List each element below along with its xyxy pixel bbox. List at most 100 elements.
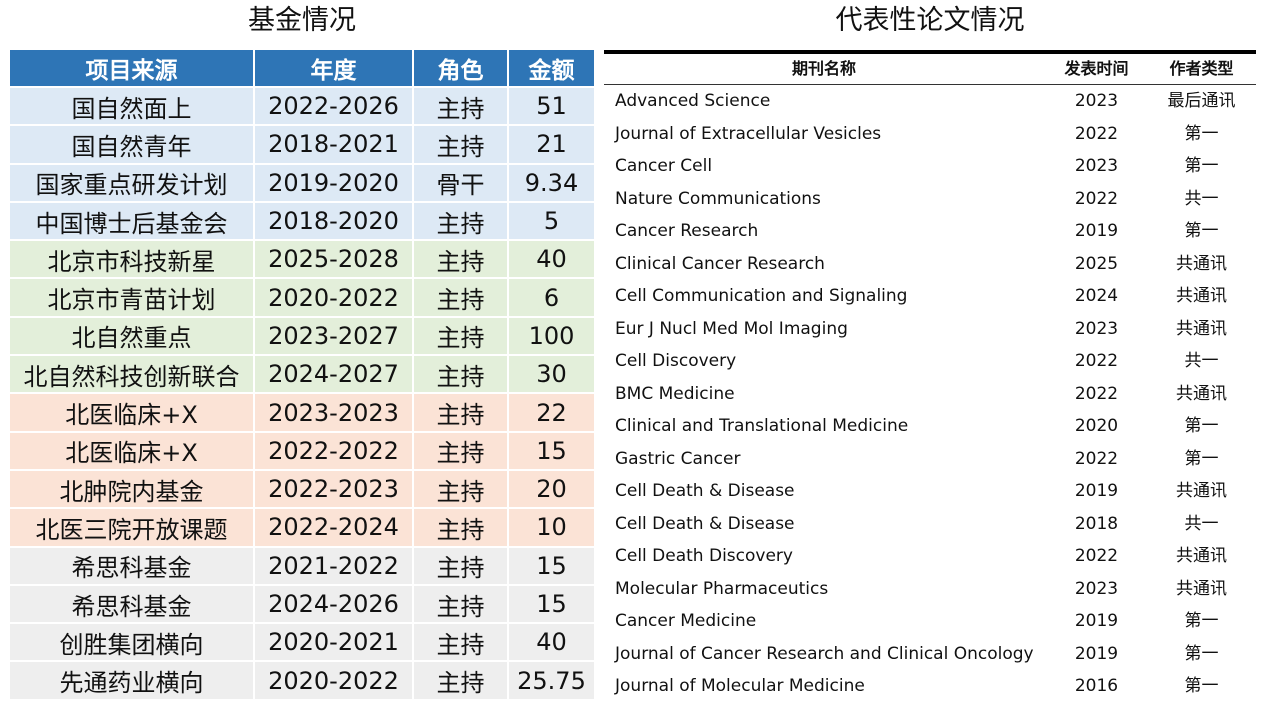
funding-row: 国自然面上 2022-2026 主持 51 — [10, 88, 594, 125]
funding-period-cell: 2022-2026 — [255, 88, 412, 125]
funding-header-row: 项目来源 年度 角色 金额 — [10, 50, 594, 86]
papers-title: 代表性论文情况 — [835, 5, 1025, 36]
funding-role-cell: 主持 — [414, 509, 507, 546]
header-year: 发表时间 — [1064, 59, 1129, 78]
paper-journal: Journal of Cancer Research and Clinical … — [615, 643, 1034, 664]
paper-author-type: 共通讯 — [1176, 546, 1227, 566]
paper-author-type: 共通讯 — [1176, 318, 1227, 339]
funding-row: 希思科基金 2021-2022 主持 15 — [10, 547, 594, 584]
funding-source-cell: 国家重点研发计划 — [10, 164, 253, 201]
funding-period-cell: 2019-2020 — [255, 164, 412, 201]
paper-row: Cell Communication and Signaling 2024 共通讯 — [604, 280, 1256, 313]
funding-period-cell: 2023-2027 — [255, 317, 412, 355]
paper-row: Eur J Nucl Med Mol Imaging 2023 共通讯 — [604, 313, 1256, 346]
funding-title: 基金情况 — [248, 5, 356, 36]
funding-amount-cell: 30 — [509, 356, 594, 393]
paper-year: 2022 — [1074, 188, 1119, 209]
funding-period-cell: 2020-2021 — [255, 624, 412, 661]
funding-period-cell: 2020-2022 — [255, 279, 412, 316]
paper-journal: Cancer Cell — [615, 156, 713, 176]
paper-author-type: 共通讯 — [1176, 578, 1227, 599]
funding-amount-cell: 5 — [509, 202, 594, 240]
header-journal: 期刊名称 — [791, 59, 856, 78]
funding-period-cell: 2018-2021 — [255, 126, 412, 163]
paper-author-type: 共一 — [1184, 188, 1219, 209]
funding-row: 北自然重点 2023-2027 主持 100 — [10, 317, 594, 355]
funding-row: 北医临床+X 2023-2023 主持 22 — [10, 394, 594, 431]
funding-amount-cell: 25.75 — [509, 662, 594, 699]
paper-author-type: 第一 — [1184, 611, 1219, 631]
funding-role-cell: 主持 — [414, 394, 507, 431]
funding-table: 项目来源 年度 角色 金额 国自然面上 2022-2026 主持 51 国自然青年 201… — [8, 48, 596, 701]
funding-source-cell: 北自然科技创新联合 — [10, 356, 253, 393]
funding-row: 国自然青年 2018-2021 主持 21 — [10, 126, 594, 163]
paper-journal: Clinical and Translational Medicine — [615, 416, 909, 436]
paper-author-type: 第一 — [1184, 123, 1219, 144]
paper-year: 2022 — [1074, 448, 1119, 469]
funding-row: 希思科基金 2024-2026 主持 15 — [10, 585, 594, 623]
funding-period-cell: 2024-2027 — [255, 356, 412, 393]
paper-journal: Nature Communications — [615, 188, 821, 209]
paper-author-type: 第一 — [1184, 156, 1219, 176]
paper-row: Clinical and Translational Medicine 2020 第… — [604, 410, 1256, 443]
funding-period-cell: 2022-2023 — [255, 470, 412, 508]
funding-amount-cell: 100 — [509, 317, 594, 355]
paper-author-type: 第一 — [1184, 643, 1219, 664]
funding-source-cell: 北医临床+X — [10, 394, 253, 431]
papers-top-rule — [604, 50, 1256, 54]
funding-amount-cell: 20 — [509, 470, 594, 508]
funding-role-cell: 主持 — [414, 432, 507, 469]
paper-journal: Molecular Pharmaceutics — [615, 578, 829, 599]
funding-role-cell: 主持 — [414, 241, 507, 278]
header-amount: 金额 — [509, 50, 594, 86]
paper-journal: Gastric Cancer — [615, 448, 741, 469]
funding-period-cell: 2023-2023 — [255, 394, 412, 431]
paper-row: Journal of Extracellular Vesicles 2022 第一 — [604, 118, 1256, 151]
paper-journal: Clinical Cancer Research — [615, 253, 825, 274]
funding-body: 国自然面上 2022-2026 主持 51 国自然青年 2018-2021 主持 21 国家重点… — [10, 88, 594, 699]
funding-amount-cell: 40 — [509, 241, 594, 278]
funding-source-cell: 国自然青年 — [10, 126, 253, 163]
funding-source-cell: 北京市青苗计划 — [10, 279, 253, 316]
paper-row: Gastric Cancer 2022 第一 — [604, 443, 1256, 476]
paper-row: BMC Medicine 2022 共通讯 — [604, 378, 1256, 411]
header-period: 年度 — [255, 50, 412, 86]
paper-author-type: 最后通讯 — [1167, 91, 1236, 111]
funding-amount-cell: 40 — [509, 624, 594, 661]
paper-year: 2020 — [1074, 416, 1119, 436]
funding-row: 中国博士后基金会 2018-2020 主持 5 — [10, 202, 594, 240]
funding-role-cell: 主持 — [414, 279, 507, 316]
header-source: 项目来源 — [10, 50, 253, 86]
paper-year: 2023 — [1074, 156, 1119, 176]
paper-journal: Cell Communication and Signaling — [615, 286, 908, 306]
funding-source-cell: 北肿院内基金 — [10, 470, 253, 508]
paper-year: 2022 — [1074, 546, 1119, 566]
paper-row: Advanced Science 2023 最后通讯 — [604, 85, 1256, 118]
funding-row: 先通药业横向 2020-2022 主持 25.75 — [10, 662, 594, 699]
paper-row: Cell Death & Disease 2019 共通讯 — [604, 475, 1256, 508]
funding-role-cell: 主持 — [414, 126, 507, 163]
papers-list: Advanced Science 2023 最后通讯 Journal of Extra… — [604, 85, 1256, 703]
paper-journal: Eur J Nucl Med Mol Imaging — [615, 318, 848, 339]
funding-source-cell: 国自然面上 — [10, 88, 253, 125]
paper-journal: Cell Death & Disease — [615, 481, 795, 501]
paper-author-type: 共通讯 — [1176, 481, 1227, 501]
paper-journal: Cell Death Discovery — [615, 546, 793, 566]
funding-source-cell: 希思科基金 — [10, 547, 253, 584]
funding-role-cell: 主持 — [414, 317, 507, 355]
funding-source-cell: 希思科基金 — [10, 585, 253, 623]
funding-amount-cell: 6 — [509, 279, 594, 316]
funding-row: 国家重点研发计划 2019-2020 骨干 9.34 — [10, 164, 594, 201]
funding-role-cell: 主持 — [414, 585, 507, 623]
funding-period-cell: 2022-2022 — [255, 432, 412, 469]
paper-year: 2024 — [1074, 286, 1119, 306]
paper-author-type: 共通讯 — [1176, 253, 1227, 274]
header-author-type: 作者类型 — [1169, 59, 1234, 78]
paper-year: 2019 — [1074, 221, 1119, 241]
funding-row: 北医三院开放课题 2022-2024 主持 10 — [10, 509, 594, 546]
paper-year: 2019 — [1074, 481, 1119, 501]
paper-author-type: 共一 — [1184, 513, 1219, 534]
funding-period-cell: 2021-2022 — [255, 547, 412, 584]
paper-row: Clinical Cancer Research 2025 共通讯 — [604, 248, 1256, 281]
funding-row: 北京市科技新星 2025-2028 主持 40 — [10, 241, 594, 278]
